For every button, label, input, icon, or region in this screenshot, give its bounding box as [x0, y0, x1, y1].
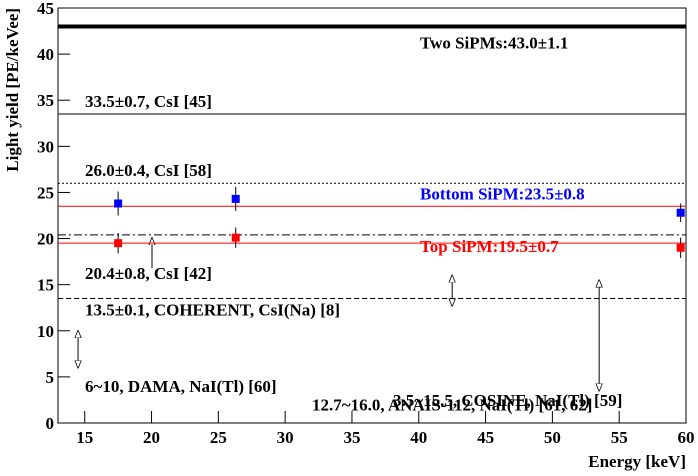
y-tick-label: 45 — [37, 0, 54, 18]
reference-label: Bottom SiPM:23.5±0.8 — [420, 184, 585, 203]
x-tick-label: 50 — [544, 428, 561, 447]
x-tick-label: 30 — [277, 428, 294, 447]
x-tick-label: 15 — [76, 428, 93, 447]
y-tick-label: 35 — [37, 91, 54, 110]
y-tick-label: 5 — [46, 368, 55, 387]
x-tick-label: 20 — [143, 428, 160, 447]
x-tick-label: 35 — [343, 428, 360, 447]
y-tick-label: 0 — [46, 414, 55, 433]
y-tick-label: 10 — [37, 322, 54, 341]
reference-label: Top SiPM:19.5±0.7 — [420, 237, 559, 256]
y-tick-label: 30 — [37, 137, 54, 156]
plot-frame — [57, 7, 687, 424]
x-tick-label: 45 — [477, 428, 494, 447]
x-tick-label: 40 — [410, 428, 427, 447]
range-label: 6~10, DAMA, NaI(Tl) [60] — [85, 377, 277, 396]
data-point — [231, 233, 240, 242]
reference-label: 26.0±0.4, CsI [58] — [85, 161, 212, 180]
x-tick-label: 60 — [678, 428, 695, 447]
reference-label: 20.4±0.8, CsI [42] — [85, 264, 212, 283]
reference-label: Two SiPMs:43.0±1.1 — [420, 33, 568, 52]
data-point — [231, 194, 240, 203]
x-tick-label: 25 — [210, 428, 227, 447]
y-tick-label: 20 — [37, 230, 54, 249]
range-label: 3.5~15.5, COSINE, NaI(Tl) [59] — [393, 391, 622, 410]
data-point — [114, 199, 123, 208]
x-axis-title: Energy [keV] — [588, 452, 686, 471]
y-axis-title: Light yield [PE/keVee] — [3, 8, 22, 172]
data-point — [676, 208, 685, 217]
y-tick-label: 25 — [37, 183, 54, 202]
x-tick-label: 55 — [611, 428, 628, 447]
reference-label: 13.5±0.1, COHERENT, CsI(Na) [8] — [85, 301, 340, 320]
data-point — [114, 239, 123, 248]
y-tick-label: 40 — [37, 45, 54, 64]
y-tick-label: 15 — [37, 276, 54, 295]
data-point — [676, 243, 685, 252]
range-label: 12.7~16.0, ANAIS-112, NaI(Tl) [61, 62] — [312, 396, 592, 415]
reference-label: 33.5±0.7, CsI [45] — [85, 92, 212, 111]
